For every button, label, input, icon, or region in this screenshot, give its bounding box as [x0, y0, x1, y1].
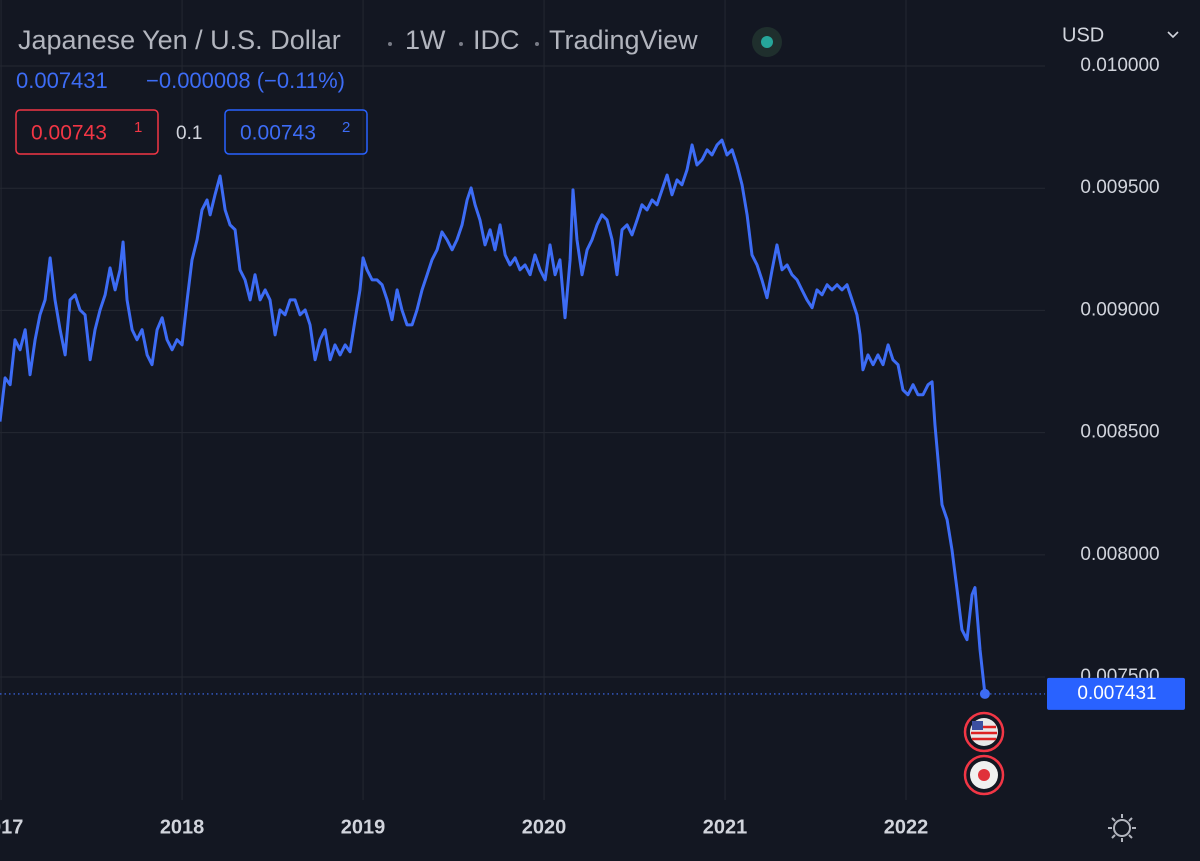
last-price-label: 0.007431 [1077, 683, 1156, 704]
y-tick-label: 0.009500 [1080, 177, 1159, 198]
sell-pip[interactable]: 1 [134, 119, 142, 136]
currency[interactable]: USD [1062, 24, 1104, 46]
buy-button[interactable] [224, 109, 368, 155]
settings-gear[interactable] [1113, 819, 1131, 837]
y-tick-label: 0.009000 [1080, 299, 1159, 320]
header: Japanese Yen / U.S. Dollar 1W IDC Tradin… [15, 24, 1179, 155]
spread: 0.1 [176, 123, 202, 144]
currency-chevron[interactable] [1167, 31, 1179, 39]
buy-price[interactable]: 0.00743 [240, 122, 316, 145]
y-tick-label: 0.010000 [1080, 55, 1159, 76]
platform: TradingView [549, 25, 698, 55]
x-tick-label: 2020 [522, 816, 567, 838]
x-tick-label: 2019 [341, 816, 386, 838]
x-tick-label: 2021 [703, 816, 748, 838]
y-tick-label: 0.008500 [1080, 422, 1159, 443]
last-price-tag [1047, 677, 1185, 710]
axes: 0.0075000.0080000.0085000.0090000.009500… [0, 55, 1185, 838]
buy-pip[interactable]: 2 [342, 119, 350, 136]
jp-flag-sun [978, 769, 990, 781]
settings-icon[interactable] [1108, 814, 1136, 842]
x-tick-label: 2018 [160, 816, 205, 838]
last-point [979, 688, 990, 699]
grid [0, 0, 1045, 800]
sell-price[interactable]: 0.00743 [31, 122, 107, 145]
event-icons [963, 711, 1005, 796]
us-flag-canton [972, 721, 983, 730]
settings-teeth [1108, 814, 1136, 842]
x-tick-label: 2017 [0, 816, 23, 838]
separator [459, 42, 463, 46]
symbol: Japanese Yen / U.S. Dollar [18, 25, 341, 55]
separator [388, 42, 392, 46]
price-change: −0.000008 (−0.11%) [146, 68, 345, 93]
y-tick-label: 0.008000 [1080, 544, 1159, 565]
x-tick-label: 2022 [884, 816, 929, 838]
sell-button[interactable] [15, 109, 159, 155]
last-price: 0.007431 [16, 68, 108, 93]
price-line [0, 138, 987, 695]
separator [535, 42, 539, 46]
source: IDC [473, 25, 520, 55]
status-dot [761, 36, 773, 48]
interval[interactable]: 1W [405, 25, 446, 55]
plot [0, 138, 1045, 699]
